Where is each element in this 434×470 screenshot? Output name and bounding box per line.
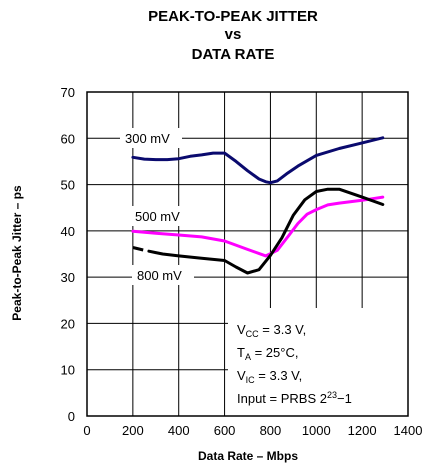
y-tick-labels: 0 10 20 30 40 50 60 70 xyxy=(61,85,75,424)
x-tick-label: 200 xyxy=(122,423,144,438)
x-tick-label: 600 xyxy=(214,423,236,438)
condition-line: Input = PRBS 223−1 xyxy=(237,390,352,406)
series-label-backing xyxy=(120,128,182,148)
y-tick-label: 0 xyxy=(68,409,75,424)
conditions-box xyxy=(228,308,408,416)
series-label-backing xyxy=(130,206,192,226)
y-tick-label: 60 xyxy=(61,131,75,146)
x-tick-labels: 0 200 400 600 800 1000 1200 1400 xyxy=(83,423,422,438)
x-axis-label: Data Rate – Mbps xyxy=(198,449,298,463)
condition-line: VIC = 3.3 V, xyxy=(237,368,302,385)
series-label-backing xyxy=(132,265,194,285)
x-tick-label: 400 xyxy=(168,423,190,438)
y-tick-label: 30 xyxy=(61,270,75,285)
y-tick-label: 70 xyxy=(61,85,75,100)
series-line-300mv xyxy=(131,136,385,185)
x-tick-label: 0 xyxy=(83,423,90,438)
chart-title: PEAK-TO-PEAK JITTER vs DATA RATE xyxy=(148,8,318,63)
x-tick-label: 800 xyxy=(260,423,282,438)
series-label-500mv: 500 mV xyxy=(135,209,180,224)
x-tick-label: 1000 xyxy=(302,423,331,438)
condition-line: VCC = 3.3 V, xyxy=(237,322,306,339)
conditions-annotation: VCC = 3.3 V, TA = 25°C, VIC = 3.3 V, Input … xyxy=(237,322,352,406)
y-axis-label: Peak-to-Peak Jitter – ps xyxy=(10,185,24,321)
condition-line: TA = 25°C, xyxy=(237,345,298,362)
title-line-1: PEAK-TO-PEAK JITTER xyxy=(148,8,318,25)
title-line-2: vs xyxy=(225,26,242,43)
y-tick-label: 10 xyxy=(61,363,75,378)
grid xyxy=(87,92,408,416)
x-tick-label: 1400 xyxy=(394,423,423,438)
series-lines xyxy=(131,136,385,275)
series-label-300mv: 300 mV xyxy=(125,131,170,146)
plot-frame xyxy=(86,91,409,417)
x-tick-label: 1200 xyxy=(348,423,377,438)
series-label-800mv: 800 mV xyxy=(137,268,182,283)
series-line-800mv xyxy=(147,187,385,275)
series-line-500mv xyxy=(131,195,385,258)
series-line-800mv xyxy=(132,246,144,252)
title-line-3: DATA RATE xyxy=(192,46,275,63)
y-tick-label: 40 xyxy=(61,224,75,239)
y-tick-label: 50 xyxy=(61,178,75,193)
y-tick-label: 20 xyxy=(61,316,75,331)
